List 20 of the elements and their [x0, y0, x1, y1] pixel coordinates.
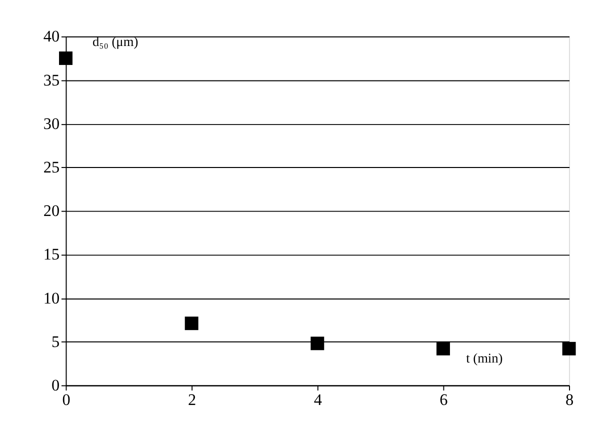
y-tick-label: 30 — [43, 114, 60, 133]
point — [436, 342, 450, 356]
x-tick-label: 6 — [440, 390, 448, 409]
y-tick-label: 10 — [43, 289, 60, 308]
y-tick-label: 5 — [51, 332, 60, 351]
y-tick-label: 15 — [43, 246, 60, 264]
x-tick-label: 2 — [188, 390, 196, 409]
point — [562, 342, 576, 356]
y-tick-label: 40 — [43, 28, 60, 46]
y-tick-label: 0 — [51, 376, 60, 395]
point — [310, 336, 324, 350]
y-tick-label: 25 — [43, 158, 60, 176]
point — [59, 51, 73, 65]
y-tick-label: 35 — [43, 71, 60, 90]
x-tick-label: 4 — [314, 390, 322, 409]
x-axis-title: t (min) — [466, 350, 503, 366]
y-tick-label: 20 — [43, 202, 60, 220]
x-tick-label: 8 — [565, 390, 574, 409]
point — [184, 316, 198, 330]
y-axis-title: d₅₀ (μm) — [92, 34, 138, 49]
